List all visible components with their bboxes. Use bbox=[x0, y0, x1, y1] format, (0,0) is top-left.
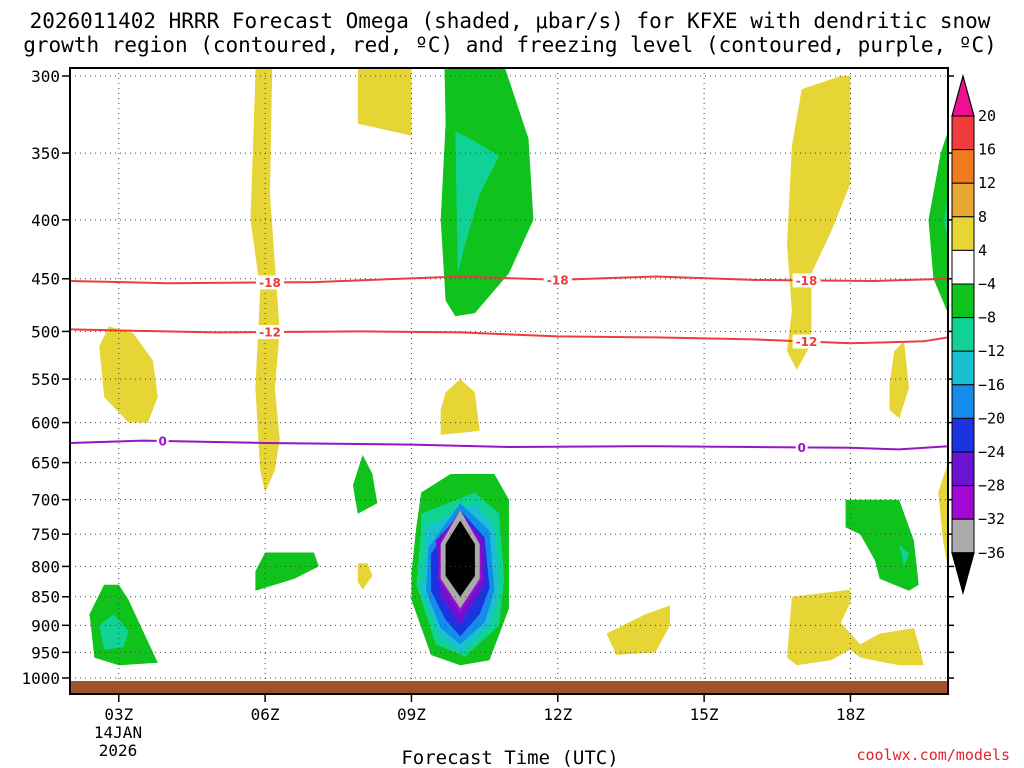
colorbar-tick-label-5: −4 bbox=[978, 275, 996, 293]
x-axis-label: Forecast Time (UTC) bbox=[401, 747, 618, 768]
date-label-year: 2026 bbox=[99, 741, 138, 760]
y-tick-label-900: 900 bbox=[31, 616, 60, 635]
colorbar-swatch-6 bbox=[951, 283, 975, 319]
colorbar-swatch-3 bbox=[951, 182, 975, 218]
colorbar-tick-label-7: −12 bbox=[978, 342, 1005, 360]
y-axis-pressure-ticks: 2503003504004505005506006507007508008509… bbox=[21, 67, 954, 688]
plot-frame bbox=[69, 67, 949, 695]
contour-label-dgz-minus-18-1: -18 bbox=[547, 273, 569, 287]
colorbar-tick-label-8: −16 bbox=[978, 376, 1005, 394]
region-teal-left-low bbox=[99, 614, 129, 650]
contour-label-bg-freezing-level-0-0 bbox=[156, 433, 169, 448]
region-green-upper-sliver bbox=[304, 0, 319, 1]
contour-label-freezing-level-0-0: 0 bbox=[158, 434, 166, 448]
colorbar-tick-label-2: 12 bbox=[978, 174, 996, 192]
x-tick-label-15Z: 15Z bbox=[690, 705, 719, 724]
contour-label-dgz-minus-12-0: -12 bbox=[259, 326, 281, 340]
region-teal-inner bbox=[455, 131, 500, 274]
colorbar-tick-label-9: −20 bbox=[978, 409, 1005, 427]
y-tick-label-550: 550 bbox=[31, 370, 60, 389]
colorbar-tick-label-0: 20 bbox=[978, 107, 996, 125]
contour-label-freezing-level-0-1: 0 bbox=[797, 441, 805, 455]
colorbar-tick-label-12: −32 bbox=[978, 510, 1005, 528]
region-yellow-right-low1 bbox=[787, 589, 861, 666]
region-yellow-edge-right bbox=[938, 462, 948, 568]
x-tick-label-03Z: 03Z bbox=[104, 705, 133, 724]
colorbar-tick-label-6: −8 bbox=[978, 309, 996, 327]
colorbar-tick-label-3: 8 bbox=[978, 208, 987, 226]
region-green-main-column bbox=[440, 68, 534, 317]
colorbar-tick-label-13: −36 bbox=[978, 544, 1005, 562]
y-tick-label-400: 400 bbox=[31, 211, 60, 230]
y-tick-label-450: 450 bbox=[31, 270, 60, 289]
contour-label-bg-freezing-level-0-1 bbox=[795, 440, 808, 455]
colorbar-swatch-9 bbox=[951, 384, 975, 419]
region-black-center-core bbox=[445, 520, 475, 597]
region-yellow-low-center bbox=[606, 605, 670, 655]
region-green-small-mid bbox=[352, 454, 378, 514]
colorbar-swatch-4 bbox=[951, 216, 975, 251]
region-yellow-mid-center bbox=[440, 379, 480, 435]
colorbar-swatch-5 bbox=[951, 249, 975, 285]
date-label-day: 14JAN bbox=[94, 723, 142, 742]
contour-label-bg-dgz-minus-18-2 bbox=[792, 273, 821, 288]
credit-text: coolwx.com/models bbox=[856, 746, 1010, 764]
contour-label-bg-dgz-minus-18-1 bbox=[543, 272, 572, 287]
y-tick-label-300: 300 bbox=[31, 67, 60, 86]
contour-line-dgz-minus-12 bbox=[70, 328, 948, 345]
colorbar-tick-label-11: −28 bbox=[978, 477, 1005, 495]
colorbar-swatch-1 bbox=[951, 115, 975, 151]
contour-label-bg-dgz-minus-12-0 bbox=[255, 325, 284, 340]
region-yellow-small-tiny bbox=[357, 563, 373, 590]
y-tick-label-1000: 1000 bbox=[21, 669, 60, 688]
colorbar-tick-label-1: 16 bbox=[978, 141, 996, 159]
y-tick-label-350: 350 bbox=[31, 144, 60, 163]
colorbar-top-arrow bbox=[951, 73, 975, 117]
x-tick-label-12Z: 12Z bbox=[543, 705, 572, 724]
contour-label-dgz-minus-18-0: -18 bbox=[259, 276, 281, 290]
colorbar-swatch-13 bbox=[951, 518, 975, 554]
region-yellow-left-low bbox=[99, 326, 158, 423]
colorbar-swatch-7 bbox=[951, 317, 975, 352]
region-yellow-right-small bbox=[889, 341, 909, 419]
y-tick-label-800: 800 bbox=[31, 557, 60, 576]
colorbar-tick-label-10: −24 bbox=[978, 443, 1005, 461]
region-green-right-mid bbox=[845, 499, 919, 591]
colorbar-bottom-arrow bbox=[951, 552, 975, 596]
y-tick-label-750: 750 bbox=[31, 525, 60, 544]
y-tick-label-650: 650 bbox=[31, 454, 60, 473]
region-green-edge-right bbox=[928, 131, 948, 314]
region-yellow-right-upper bbox=[787, 76, 851, 370]
x-tick-label-09Z: 09Z bbox=[397, 705, 426, 724]
y-tick-label-950: 950 bbox=[31, 643, 60, 662]
x-tick-label-06Z: 06Z bbox=[251, 705, 280, 724]
colorbar-swatch-10 bbox=[951, 417, 975, 453]
colorbar-swatch-11 bbox=[951, 451, 975, 487]
chart-title-line2: growth region (contoured, red, ºC) and f… bbox=[23, 33, 997, 57]
region-green-mid-band bbox=[255, 552, 319, 591]
region-teal-right-mid bbox=[899, 544, 909, 567]
y-tick-label-500: 500 bbox=[31, 322, 60, 341]
chart-title-line1: 2026011402 HRRR Forecast Omega (shaded, … bbox=[30, 9, 991, 33]
contour-line-freezing-level-0 bbox=[70, 439, 948, 451]
y-tick-label-700: 700 bbox=[31, 491, 60, 510]
omega-colorbar: 20 16 12 8 4 −4 −8 −12 −16 −20 −24 −28 −32 −36 bbox=[951, 73, 1005, 596]
contour-label-dgz-minus-18-2: -18 bbox=[796, 274, 818, 288]
contour-label-bg-dgz-minus-18-0 bbox=[255, 275, 284, 290]
y-tick-label-850: 850 bbox=[31, 588, 60, 607]
temperature-contours: -18 -18 -18 -12 -12 0 0 bbox=[70, 272, 948, 455]
contour-label-dgz-minus-12-1: -12 bbox=[796, 335, 818, 349]
colorbar-swatch-8 bbox=[951, 350, 975, 386]
contour-label-bg-dgz-minus-12-1 bbox=[792, 334, 821, 349]
y-tick-label-600: 600 bbox=[31, 414, 60, 433]
region-yellow-upper-band bbox=[357, 68, 412, 136]
colorbar-tick-label-4: 4 bbox=[978, 241, 987, 259]
ground-surface bbox=[70, 681, 948, 694]
x-tick-label-18Z: 18Z bbox=[836, 705, 865, 724]
colorbar-swatch-12 bbox=[951, 485, 975, 520]
colorbar-swatch-2 bbox=[951, 149, 975, 184]
region-yellow-right-low2 bbox=[850, 628, 924, 666]
x-axis-time-ticks: 03Z 06Z 09Z 12Z 15Z 18Z bbox=[104, 694, 865, 724]
